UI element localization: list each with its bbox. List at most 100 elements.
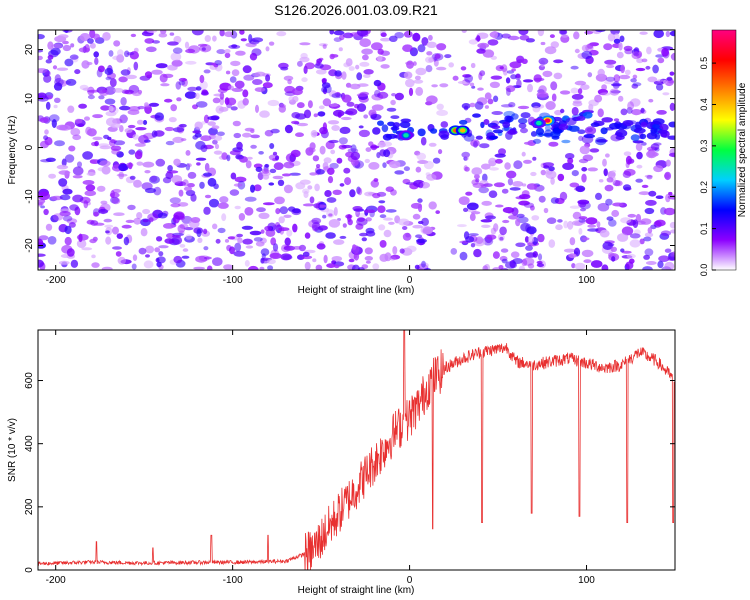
heatmap-blob bbox=[225, 70, 231, 75]
heatmap-blob bbox=[669, 102, 675, 111]
heatmap-blob bbox=[69, 54, 79, 60]
heatmap-blob bbox=[228, 44, 241, 50]
heatmap-blob bbox=[203, 228, 208, 235]
heatmap-blob bbox=[518, 265, 526, 270]
heatmap-blob bbox=[669, 71, 675, 76]
heatmap-blob bbox=[640, 107, 645, 114]
heatmap-blob bbox=[670, 251, 675, 258]
heatmap-blob bbox=[624, 69, 631, 76]
heatmap-blob bbox=[377, 141, 386, 148]
heatmap-blob bbox=[471, 167, 483, 176]
heatmap-band-blob bbox=[440, 134, 449, 140]
heatmap-blob bbox=[213, 93, 225, 97]
heatmap-blob bbox=[380, 141, 393, 147]
heatmap-blob bbox=[254, 87, 266, 92]
heatmap-blob bbox=[381, 124, 389, 133]
heatmap-band-blob bbox=[492, 129, 504, 134]
heatmap-blob bbox=[265, 74, 271, 82]
heatmap-blob bbox=[79, 84, 89, 90]
heatmap-blob bbox=[144, 102, 149, 107]
heatmap-blob bbox=[632, 219, 639, 229]
heatmap-blob bbox=[109, 78, 117, 88]
heatmap-blob bbox=[473, 248, 482, 258]
heatmap-blob bbox=[57, 34, 69, 39]
heatmap-blob bbox=[304, 232, 311, 239]
heatmap-blob bbox=[329, 30, 334, 35]
heatmap-blob bbox=[104, 98, 116, 105]
heatmap-blob bbox=[64, 236, 72, 246]
heatmap-blob bbox=[107, 136, 112, 141]
snr-y-label: SNR (10 * v/v) bbox=[7, 418, 18, 482]
heatmap-blob bbox=[569, 182, 580, 188]
heatmap-blob bbox=[647, 76, 658, 83]
heatmap-blob bbox=[39, 117, 49, 123]
heatmap-blob bbox=[58, 170, 71, 175]
heatmap-blob bbox=[195, 157, 207, 161]
heatmap-blob bbox=[341, 144, 353, 149]
heatmap-blob bbox=[323, 254, 328, 264]
heatmap-blob bbox=[224, 49, 231, 54]
heatmap-blob bbox=[99, 89, 109, 96]
heatmap-blob bbox=[502, 207, 515, 214]
heatmap-blob bbox=[537, 30, 545, 37]
heatmap-blob bbox=[275, 208, 281, 215]
heatmap-band-blob bbox=[667, 135, 675, 140]
heatmap-blob bbox=[244, 207, 254, 216]
heatmap-blob bbox=[253, 237, 263, 242]
heatmap-blob bbox=[530, 131, 537, 137]
colorbar-ticks: 0.0 0.1 0.2 0.3 0.4 0.5 bbox=[699, 57, 716, 276]
heatmap-blob bbox=[273, 162, 284, 171]
heatmap-blob bbox=[102, 32, 111, 41]
heatmap-blob bbox=[123, 236, 130, 246]
heatmap-blob bbox=[605, 198, 613, 206]
heatmap-blob bbox=[489, 157, 495, 161]
heatmap-blob bbox=[669, 221, 675, 229]
heatmap-blob bbox=[632, 74, 638, 80]
heatmap-blob bbox=[664, 248, 672, 253]
heatmap-band-blob bbox=[583, 133, 595, 139]
heatmap-blob bbox=[405, 78, 415, 88]
heatmap-blob bbox=[589, 148, 600, 153]
heatmap-blob bbox=[631, 83, 639, 89]
heatmap-blob bbox=[136, 119, 144, 125]
heatmap-blob bbox=[47, 54, 54, 60]
heatmap-blob bbox=[543, 207, 549, 214]
heatmap-blob bbox=[38, 68, 48, 74]
heatmap-blob bbox=[461, 30, 467, 33]
heatmap-blob bbox=[502, 219, 510, 224]
heatmap-blob bbox=[216, 131, 225, 137]
heatmap-blob bbox=[555, 224, 563, 231]
heatmap-blob bbox=[332, 189, 342, 195]
heatmap-blob bbox=[463, 133, 475, 142]
heatmap-blob bbox=[199, 74, 205, 84]
heatmap-blob bbox=[474, 173, 480, 180]
heatmap-blob bbox=[483, 119, 490, 125]
heatmap-blob bbox=[402, 232, 412, 241]
heatmap-blob bbox=[629, 233, 641, 239]
heatmap-blob bbox=[98, 208, 109, 214]
heatmap-blob bbox=[38, 191, 50, 201]
heatmap-blob bbox=[184, 91, 197, 99]
heatmap-blob bbox=[125, 74, 137, 80]
heatmap-blob bbox=[341, 94, 352, 103]
heatmap-blob bbox=[573, 31, 580, 40]
snr-x-tick-label: 100 bbox=[578, 575, 595, 586]
heatmap-y-ticks: -20 -10 0 10 20 bbox=[24, 44, 675, 253]
heatmap-blob bbox=[656, 79, 664, 83]
heatmap-blob bbox=[119, 105, 131, 111]
heatmap-blob bbox=[262, 202, 275, 206]
heatmap-blob bbox=[40, 205, 45, 209]
heatmap-blob bbox=[151, 69, 163, 75]
heatmap-blob bbox=[579, 145, 590, 155]
heatmap-blob bbox=[485, 215, 496, 220]
heatmap-blob bbox=[536, 263, 545, 267]
heatmap-blob bbox=[194, 92, 200, 100]
heatmap-blob bbox=[618, 74, 631, 80]
heatmap-blob bbox=[142, 208, 151, 215]
heatmap-blob bbox=[145, 245, 155, 254]
heatmap-blob bbox=[91, 262, 100, 268]
heatmap-blob bbox=[523, 202, 535, 208]
heatmap-blob bbox=[70, 128, 81, 136]
heatmap-blob bbox=[525, 245, 533, 251]
heatmap-blob bbox=[670, 229, 675, 234]
